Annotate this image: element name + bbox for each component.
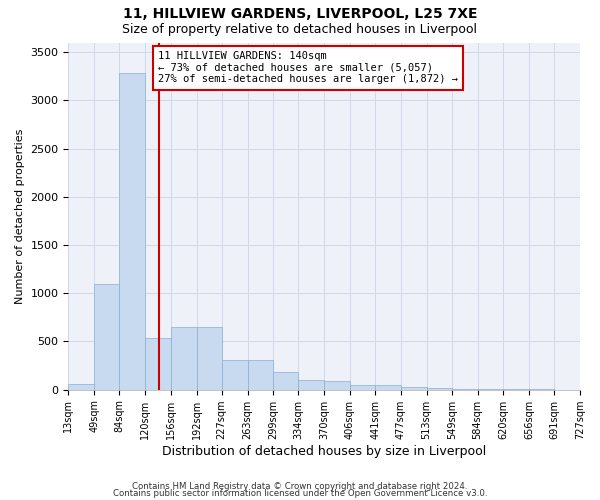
Bar	[119, 74, 145, 390]
Text: 11, HILLVIEW GARDENS, LIVERPOOL, L25 7XE: 11, HILLVIEW GARDENS, LIVERPOOL, L25 7XE	[123, 8, 477, 22]
Bar	[350, 385, 375, 390]
Bar	[452, 389, 478, 390]
Bar	[222, 360, 248, 390]
Bar	[68, 384, 94, 390]
Bar	[427, 388, 452, 390]
Bar	[94, 284, 119, 390]
Bar	[171, 327, 197, 390]
Bar	[324, 380, 350, 390]
Text: Contains public sector information licensed under the Open Government Licence v3: Contains public sector information licen…	[113, 490, 487, 498]
Bar	[298, 380, 324, 390]
Text: Contains HM Land Registry data © Crown copyright and database right 2024.: Contains HM Land Registry data © Crown c…	[132, 482, 468, 491]
Bar	[197, 327, 222, 390]
Bar	[274, 372, 298, 390]
Text: Size of property relative to detached houses in Liverpool: Size of property relative to detached ho…	[122, 22, 478, 36]
Text: 11 HILLVIEW GARDENS: 140sqm
← 73% of detached houses are smaller (5,057)
27% of : 11 HILLVIEW GARDENS: 140sqm ← 73% of det…	[158, 51, 458, 84]
X-axis label: Distribution of detached houses by size in Liverpool: Distribution of detached houses by size …	[162, 444, 487, 458]
Bar	[248, 360, 274, 390]
Bar	[145, 338, 171, 390]
Y-axis label: Number of detached properties: Number of detached properties	[15, 128, 25, 304]
Bar	[401, 387, 427, 390]
Bar	[375, 386, 401, 390]
